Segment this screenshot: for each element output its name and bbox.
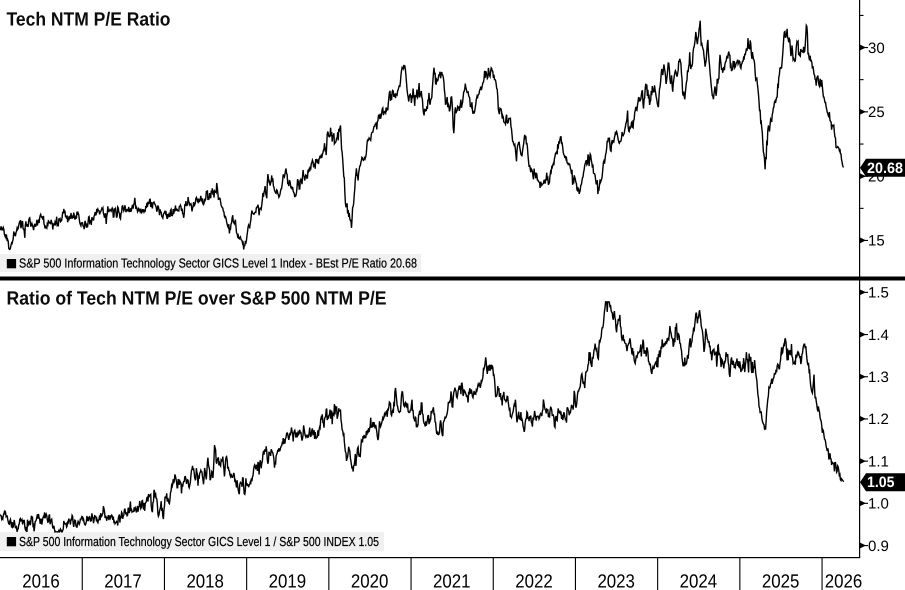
svg-text:20.68: 20.68 <box>867 160 903 177</box>
svg-text:0.9: 0.9 <box>868 538 889 555</box>
svg-text:1.05: 1.05 <box>867 474 895 491</box>
svg-text:2026: 2026 <box>825 572 863 590</box>
svg-text:2025: 2025 <box>762 572 800 590</box>
svg-text:S&P 500 Information Technology: S&P 500 Information Technology Sector GI… <box>19 255 417 270</box>
svg-text:25: 25 <box>868 104 885 121</box>
svg-text:2024: 2024 <box>680 572 718 590</box>
svg-text:1.0: 1.0 <box>868 496 889 513</box>
svg-text:Ratio of Tech NTM P/E over S&P: Ratio of Tech NTM P/E over S&P 500 NTM P… <box>7 289 387 310</box>
svg-text:15: 15 <box>868 233 885 250</box>
svg-text:2018: 2018 <box>186 572 224 590</box>
svg-text:S&P 500 Information Technology: S&P 500 Information Technology Sector GI… <box>19 534 379 549</box>
svg-text:2022: 2022 <box>515 572 553 590</box>
svg-text:30: 30 <box>868 40 885 57</box>
svg-text:1.3: 1.3 <box>868 369 889 386</box>
svg-text:1.5: 1.5 <box>868 285 889 302</box>
svg-text:2016: 2016 <box>22 572 60 590</box>
svg-text:1.4: 1.4 <box>868 327 889 344</box>
svg-text:2017: 2017 <box>104 572 142 590</box>
svg-text:Tech NTM P/E Ratio: Tech NTM P/E Ratio <box>7 10 171 31</box>
svg-text:1.1: 1.1 <box>868 453 889 470</box>
svg-text:2019: 2019 <box>269 572 307 590</box>
svg-text:2023: 2023 <box>597 572 635 590</box>
svg-text:1.2: 1.2 <box>868 411 889 428</box>
svg-text:2020: 2020 <box>351 572 389 590</box>
svg-text:2021: 2021 <box>433 572 471 590</box>
